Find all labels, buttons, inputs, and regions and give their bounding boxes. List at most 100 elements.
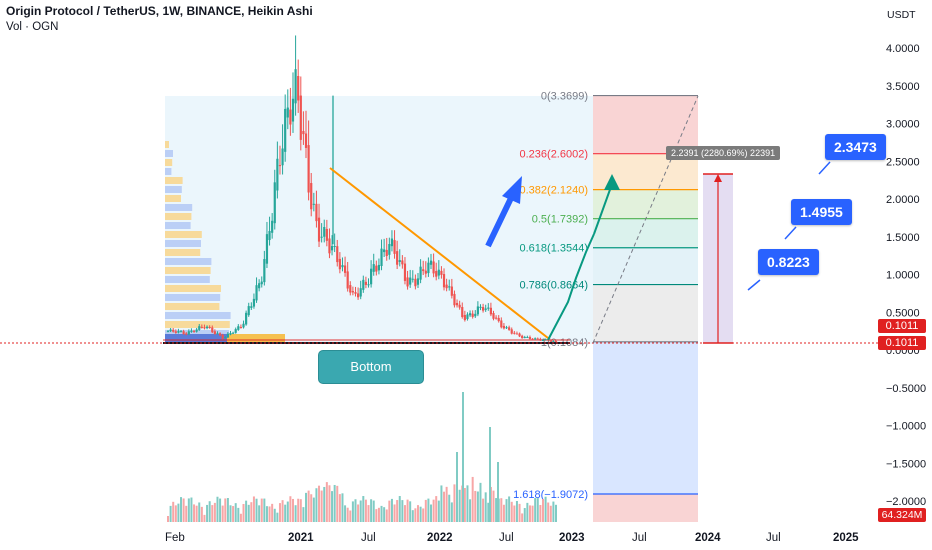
bottom-confirmed-label[interactable]: Bottom Confirmed	[318, 350, 424, 406]
descending-trendline[interactable]	[329, 167, 549, 339]
volume-bar	[169, 505, 172, 522]
candle-body	[409, 277, 412, 285]
candle-body	[304, 133, 308, 148]
candle-body	[471, 313, 474, 317]
candle-body	[429, 260, 433, 265]
candle-body	[370, 268, 373, 285]
fib-band	[593, 95, 698, 154]
candle-body	[187, 331, 190, 335]
candle-body	[518, 333, 521, 337]
volume-profile-bar	[165, 150, 173, 157]
volume-bar	[286, 501, 289, 522]
volume-bar	[234, 503, 237, 522]
volume-bar	[416, 505, 419, 522]
candle-body	[247, 306, 250, 316]
candle-body	[221, 334, 224, 339]
target-line-3	[818, 161, 831, 175]
volume-bar	[547, 502, 550, 522]
candle-body	[388, 244, 391, 255]
projection-arrow[interactable]	[547, 233, 595, 341]
volume-bar	[315, 488, 318, 522]
volume-bar	[505, 499, 508, 522]
candle-body	[356, 293, 360, 298]
volume-profile-bar	[165, 240, 201, 247]
volume-bar	[450, 502, 453, 522]
candle-body	[549, 340, 552, 342]
volume-bar	[237, 507, 240, 522]
bullish-arrow-shaft[interactable]	[485, 194, 515, 248]
target-line-2	[784, 226, 797, 240]
volume-bar	[474, 490, 477, 522]
volume-bar	[437, 500, 440, 522]
fib-band	[593, 247, 698, 285]
candle-body	[416, 278, 420, 285]
candle-body	[396, 251, 399, 265]
candle-body	[448, 286, 451, 288]
candle-body	[495, 317, 498, 319]
target-callout-2[interactable]: 1.4955	[791, 199, 852, 225]
candle-body	[205, 326, 209, 329]
volume-bar	[305, 492, 308, 522]
x-axis[interactable]: Feb 2021 Jul 2022 Jul 2023 Jul 2024 Jul 2025	[165, 532, 859, 544]
volume-bar	[198, 502, 201, 522]
volume-bar	[206, 504, 209, 522]
candle-body	[390, 238, 394, 247]
volume-bar	[341, 493, 344, 522]
candle-body	[513, 332, 516, 334]
candles	[166, 35, 558, 343]
range-highlight	[165, 96, 593, 344]
candle-body	[372, 264, 375, 272]
candle-body	[367, 284, 370, 286]
volume-bar	[510, 501, 513, 522]
candle-body	[276, 158, 279, 191]
candle-body	[554, 341, 558, 343]
candle-body	[442, 274, 446, 288]
x-tick-label: Jul	[361, 532, 376, 544]
volume-bar	[448, 494, 451, 522]
volume-profile-bar	[165, 249, 201, 256]
target-callout-1[interactable]: 0.8223	[758, 249, 819, 275]
x-tick-label: 2023	[559, 532, 585, 544]
candle-body	[505, 327, 508, 329]
y-tick-label: 1.5000	[886, 232, 920, 244]
candle-body	[299, 95, 302, 140]
projection-dashed-line[interactable]	[592, 95, 699, 344]
volume-bar	[513, 505, 516, 522]
volume-bar	[495, 498, 498, 522]
volume-bar	[406, 499, 409, 522]
volume-bar	[492, 490, 495, 522]
candle-body	[242, 323, 245, 328]
target-callout-3[interactable]: 2.3473	[825, 134, 886, 160]
volume-spike	[462, 392, 464, 522]
candle-body	[195, 329, 198, 332]
volume-profile-bar	[165, 204, 193, 211]
volume-bar	[273, 508, 276, 522]
volume-bar	[370, 499, 373, 522]
volume-bar	[380, 505, 383, 522]
y-tick-label: −1.0000	[886, 421, 926, 433]
candle-body	[414, 278, 417, 287]
volume-bar	[224, 498, 227, 522]
y-axis[interactable]: 4.0000 3.5000 3.0000 2.5000 2.0000 1.5000 1.00…	[886, 43, 926, 508]
symbol-title[interactable]: Origin Protocol / TetherUS, 1W, BINANCE,…	[6, 4, 313, 18]
candle-body	[336, 246, 339, 263]
volume-bar	[443, 491, 446, 522]
volume-indicator-label[interactable]: Vol · OGN	[6, 21, 59, 33]
volume-profile-bar	[165, 294, 221, 301]
volume-bar	[284, 504, 287, 522]
candle-body	[484, 308, 487, 310]
candle-body	[211, 327, 214, 333]
volume-bar	[344, 505, 347, 522]
candle-body	[200, 326, 203, 328]
candle-body	[317, 217, 321, 242]
candle-body	[377, 264, 381, 271]
volume-bar	[318, 485, 321, 522]
fib-retracement[interactable]: 0(3.3699) 0.236(2.6002) 0.382(2.1240) 0.5(1…	[513, 91, 698, 522]
candle-body	[502, 325, 506, 329]
volume-bar	[453, 484, 456, 522]
bullish-arrowhead	[502, 176, 522, 204]
projection-arrow-upper[interactable]	[593, 183, 613, 235]
volume-bar	[252, 496, 255, 522]
volume-bar	[229, 505, 232, 522]
